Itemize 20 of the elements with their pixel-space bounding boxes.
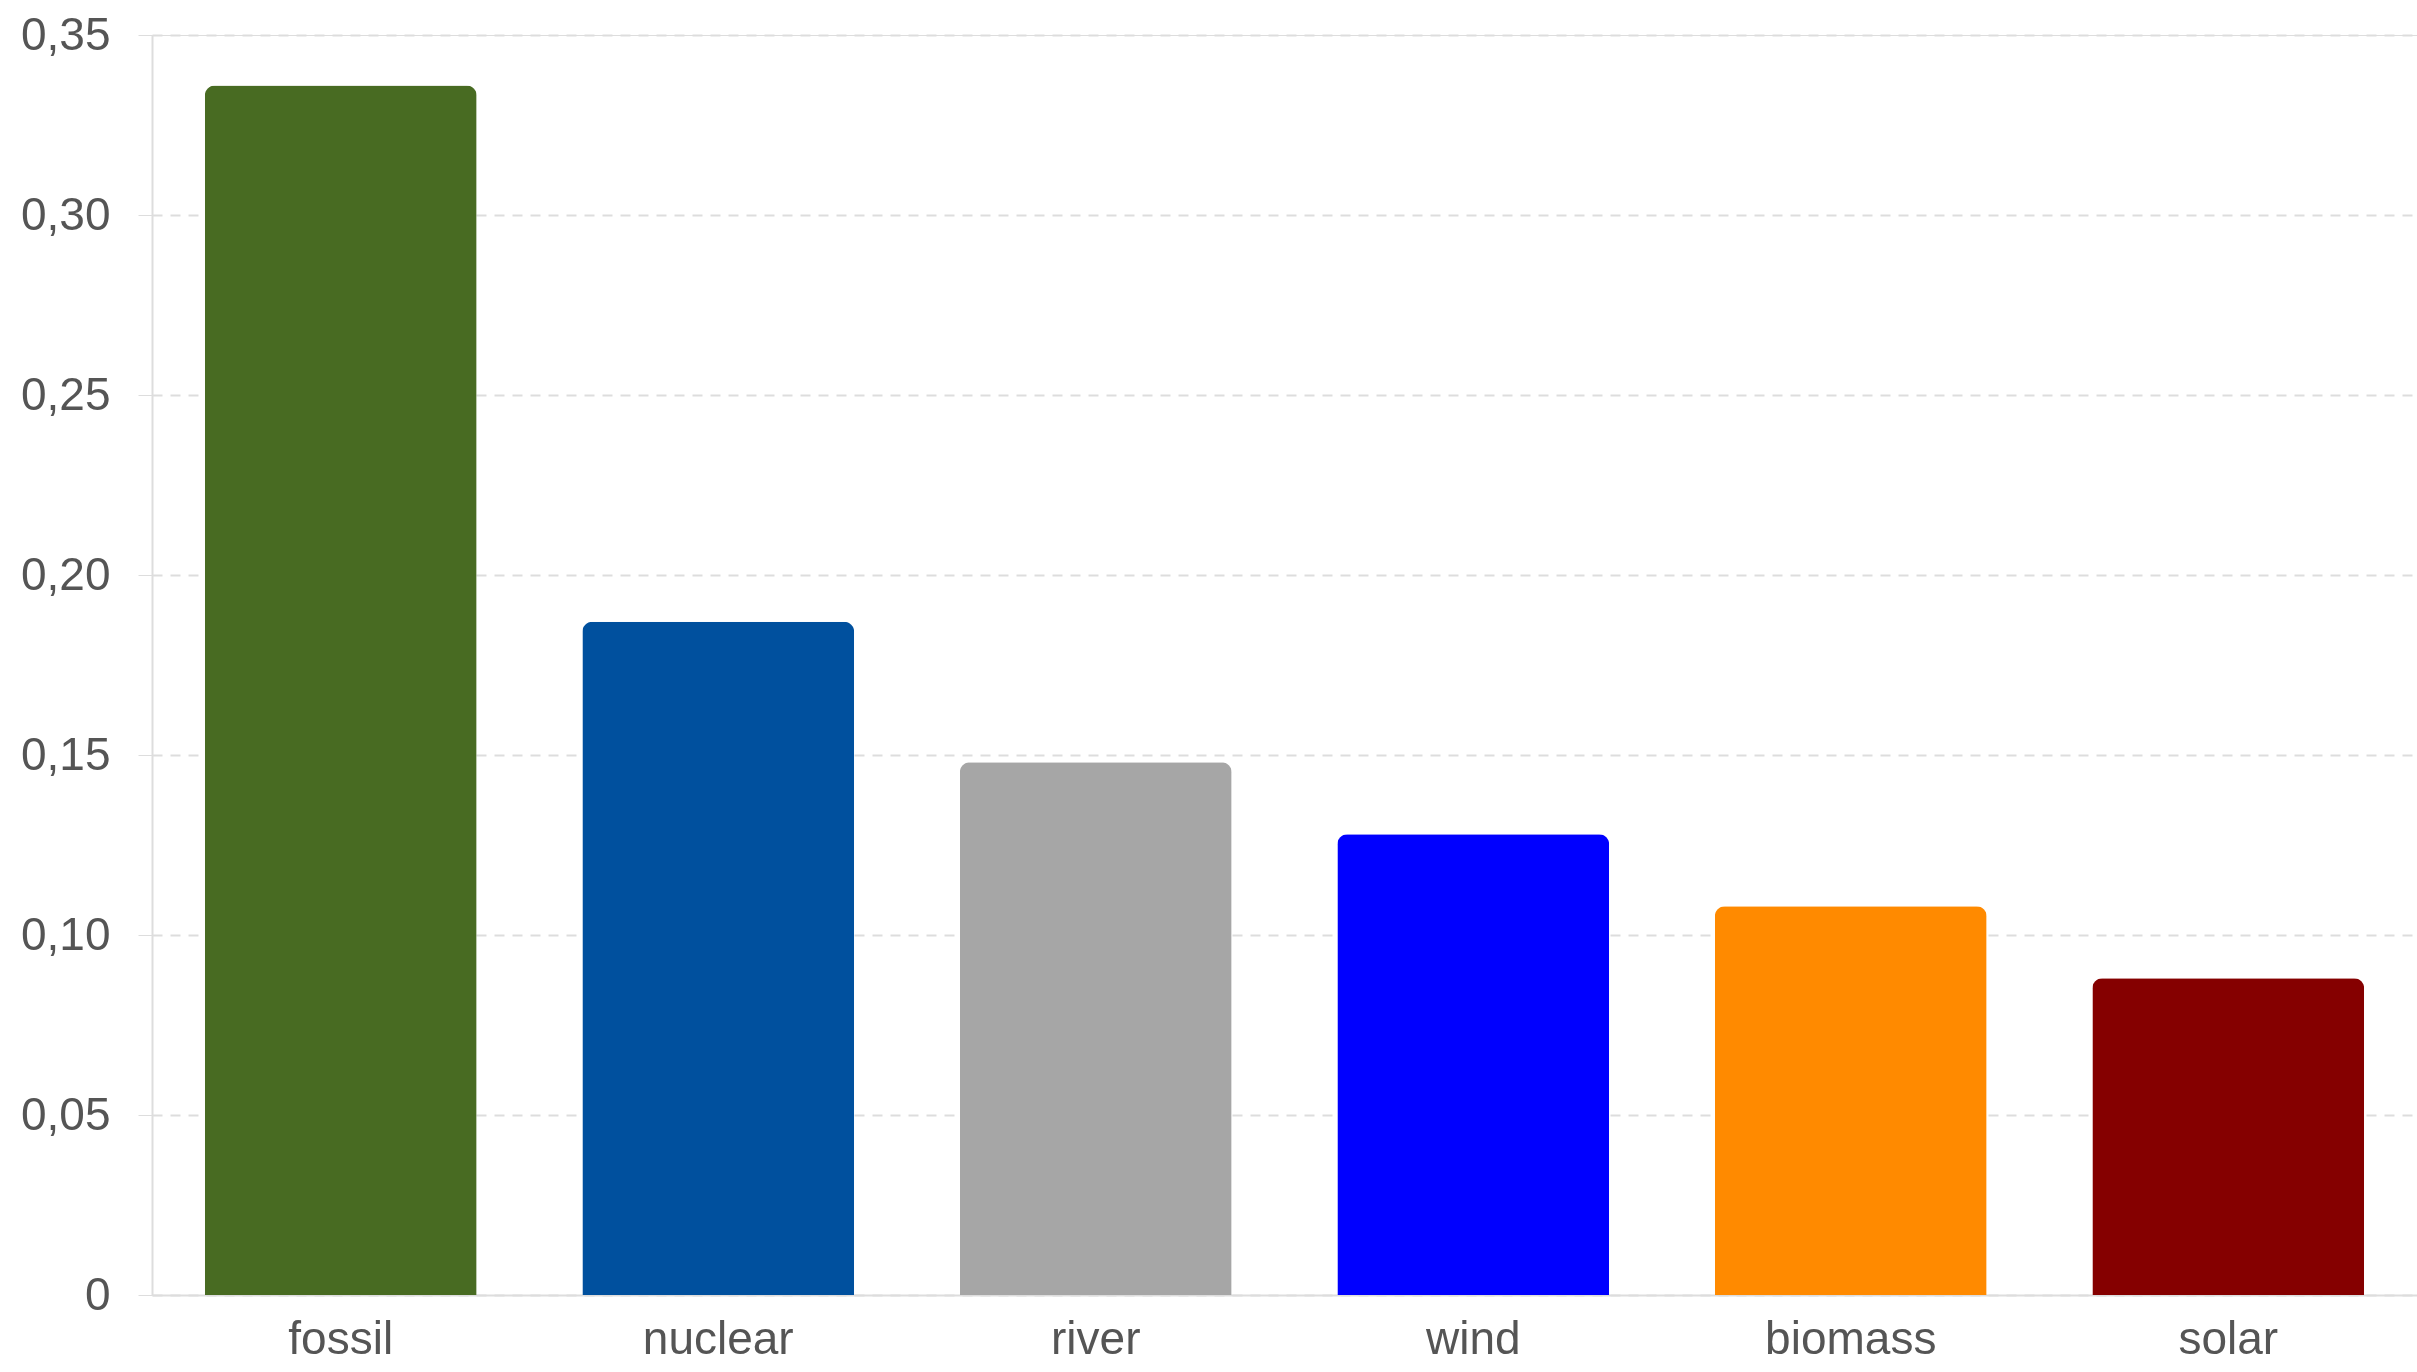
y-tick-label: 0,05 [20, 1087, 111, 1140]
bar [1337, 834, 1610, 1295]
x-tick-label: nuclear [642, 1311, 794, 1364]
x-tick-label: fossil [288, 1311, 394, 1364]
y-tick-label: 0 [84, 1267, 111, 1320]
y-tick-label: 0,35 [20, 7, 111, 60]
y-tick-label: 0,10 [20, 907, 111, 960]
y-tick-label: 0,15 [20, 727, 111, 780]
bar [2092, 978, 2365, 1295]
bar [1714, 906, 1987, 1295]
y-tick-label: 0,25 [20, 367, 111, 420]
bar [959, 762, 1232, 1295]
y-tick-label: 0,30 [20, 187, 111, 240]
bar [582, 621, 855, 1295]
x-tick-label: biomass [1765, 1311, 1937, 1364]
y-tick-label: 0,20 [20, 547, 111, 600]
x-tick-label: wind [1424, 1311, 1521, 1364]
x-tick-label: river [1051, 1311, 1141, 1364]
bar [204, 85, 477, 1295]
x-tick-label: solar [2178, 1311, 2279, 1364]
